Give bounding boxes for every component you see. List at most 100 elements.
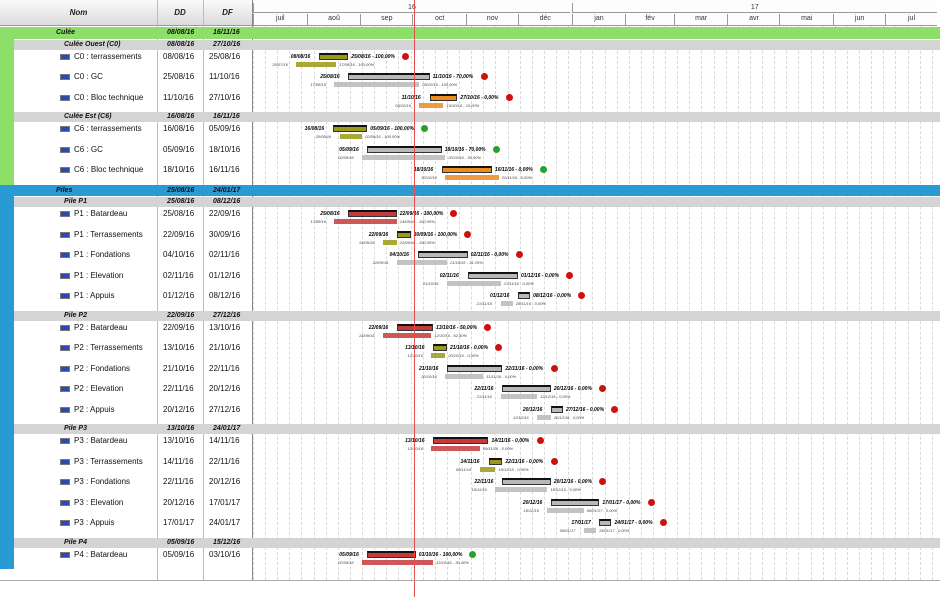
task-name[interactable]: P1 : Elevation xyxy=(74,270,124,280)
task-start-date: 25/08/16 xyxy=(163,209,195,218)
baseline-end-label: 22/09/16 - 100,00% xyxy=(399,239,435,245)
task-bar[interactable] xyxy=(417,251,468,258)
task-name[interactable]: C6 : Bloc technique xyxy=(74,165,144,174)
status-dot-red xyxy=(505,93,513,101)
grid-line xyxy=(822,26,824,580)
task-name[interactable]: P3 : Elevation xyxy=(74,497,124,507)
subgroup-name: Culée Ouest (C0) xyxy=(64,40,121,48)
task-bar[interactable] xyxy=(467,271,518,279)
group-row[interactable] xyxy=(0,27,940,39)
task-name[interactable]: P3 : Fondations xyxy=(74,477,131,486)
grid-line xyxy=(798,26,800,580)
task-bar-progress-label: 22/09/16 - 100,00% xyxy=(399,211,444,217)
task-name[interactable]: P1 : Terrassements xyxy=(74,229,143,239)
task-bar[interactable] xyxy=(367,550,416,558)
task-name[interactable]: P4 : Batardeau xyxy=(74,549,128,559)
task-baseline-bar xyxy=(445,373,484,379)
task-bar[interactable] xyxy=(550,405,563,413)
task-name[interactable]: P2 : Batardeau xyxy=(74,322,128,332)
task-name[interactable]: P2 : Terrassements xyxy=(74,343,143,352)
subgroup-row[interactable] xyxy=(14,310,940,321)
task-name[interactable]: P3 : Terrassements xyxy=(74,456,143,466)
subgroup-name: Pile P2 xyxy=(64,311,87,319)
task-start-date: 22/11/16 xyxy=(163,477,194,486)
column-header-dd[interactable]: DD xyxy=(174,8,186,17)
task-name[interactable]: C0 : Bloc technique xyxy=(74,92,144,102)
task-name[interactable]: P2 : Fondations xyxy=(74,363,131,373)
task-name[interactable]: C0 : GC xyxy=(74,72,103,81)
task-bar[interactable] xyxy=(396,230,411,238)
group-band xyxy=(0,184,14,569)
grid-line xyxy=(543,26,545,580)
task-end-date: 03/10/16 xyxy=(209,549,241,559)
subgroup-row[interactable] xyxy=(14,39,940,50)
task-start-date: 16/08/16 xyxy=(163,124,195,133)
task-start-date: 05/09/16 xyxy=(163,144,195,154)
task-name[interactable]: C6 : GC xyxy=(74,144,103,154)
task-bar-progress-label: 08/12/16 - 0,00% xyxy=(533,293,572,299)
task-bar[interactable] xyxy=(433,344,447,351)
task-name[interactable]: P1 : Appuis xyxy=(74,291,115,300)
task-flag-icon xyxy=(60,94,70,101)
task-name[interactable]: P3 : Appuis xyxy=(74,518,115,527)
group-row[interactable] xyxy=(0,184,940,196)
subgroup-start-date: 13/10/16 xyxy=(167,425,195,432)
task-end-date: 05/09/16 xyxy=(209,124,241,133)
grid-line xyxy=(459,26,461,580)
grid-line xyxy=(362,26,364,580)
subgroup-row[interactable] xyxy=(14,112,940,122)
task-name[interactable]: P3 : Batardeau xyxy=(74,436,128,445)
task-bar[interactable] xyxy=(517,292,531,299)
task-bar[interactable] xyxy=(502,385,551,392)
task-bar[interactable] xyxy=(348,210,397,217)
baseline-end-label: 02/09/16 - 100,00% xyxy=(365,134,400,139)
task-bar-progress-label: 20/12/16 - 0,00% xyxy=(553,479,592,485)
baseline-start-label: 09/11/16 xyxy=(455,466,472,472)
task-bar-start-label: 02/11/16 xyxy=(439,272,459,279)
grid-line xyxy=(471,26,473,580)
task-name[interactable]: C0 : terrassements xyxy=(74,51,142,61)
task-bar[interactable] xyxy=(318,52,349,60)
task-flag-icon xyxy=(60,458,70,465)
task-flag-icon xyxy=(60,252,70,258)
task-bar[interactable] xyxy=(367,145,442,153)
task-name[interactable]: P1 : Batardeau xyxy=(74,209,128,218)
task-bar[interactable] xyxy=(441,166,492,173)
baseline-start-label: 02/09/16 xyxy=(338,154,354,160)
task-bar[interactable] xyxy=(433,437,489,444)
column-header-name[interactable]: Nom xyxy=(69,8,88,17)
task-start-date: 08/08/16 xyxy=(163,51,195,61)
task-baseline-bar xyxy=(431,446,480,451)
task-bar[interactable] xyxy=(446,364,503,372)
status-dot-red xyxy=(550,457,558,465)
task-bar[interactable] xyxy=(550,498,600,506)
task-bar[interactable] xyxy=(599,519,612,526)
task-name[interactable]: P2 : Elevation xyxy=(74,384,124,393)
task-baseline-bar xyxy=(296,61,337,67)
grid-line xyxy=(277,26,279,580)
timeline-header-bg xyxy=(253,0,937,26)
task-bar[interactable] xyxy=(502,478,551,485)
task-bar[interactable] xyxy=(332,125,368,132)
task-bar-start-label: 16/08/16 xyxy=(304,126,325,132)
subgroup-row[interactable] xyxy=(14,197,940,207)
baseline-end-label: 15/01/17 - 0,00% xyxy=(598,528,630,533)
timeline-month-2: sep xyxy=(360,14,412,25)
task-name[interactable]: C6 : terrassements xyxy=(74,124,142,133)
task-bar[interactable] xyxy=(348,73,430,80)
task-bar-progress-label: 13/10/16 - 50,00% xyxy=(436,324,477,331)
task-flag-icon xyxy=(60,324,70,331)
subgroup-row[interactable] xyxy=(14,424,940,434)
task-bar[interactable] xyxy=(429,93,458,101)
task-name[interactable]: P1 : Fondations xyxy=(74,250,131,259)
task-flag-icon xyxy=(60,272,70,279)
subgroup-end-date: 16/11/16 xyxy=(213,113,240,120)
task-baseline-bar xyxy=(382,239,397,245)
task-name[interactable]: P2 : Appuis xyxy=(74,404,115,414)
task-bar-progress-label: 20/12/16 - 0,00% xyxy=(553,386,592,392)
task-bar[interactable] xyxy=(488,457,503,465)
task-bar-start-label: 14/11/16 xyxy=(460,458,480,465)
subgroup-row[interactable] xyxy=(14,537,940,548)
grid-line xyxy=(289,26,291,580)
column-header-df[interactable]: DF xyxy=(222,8,233,17)
